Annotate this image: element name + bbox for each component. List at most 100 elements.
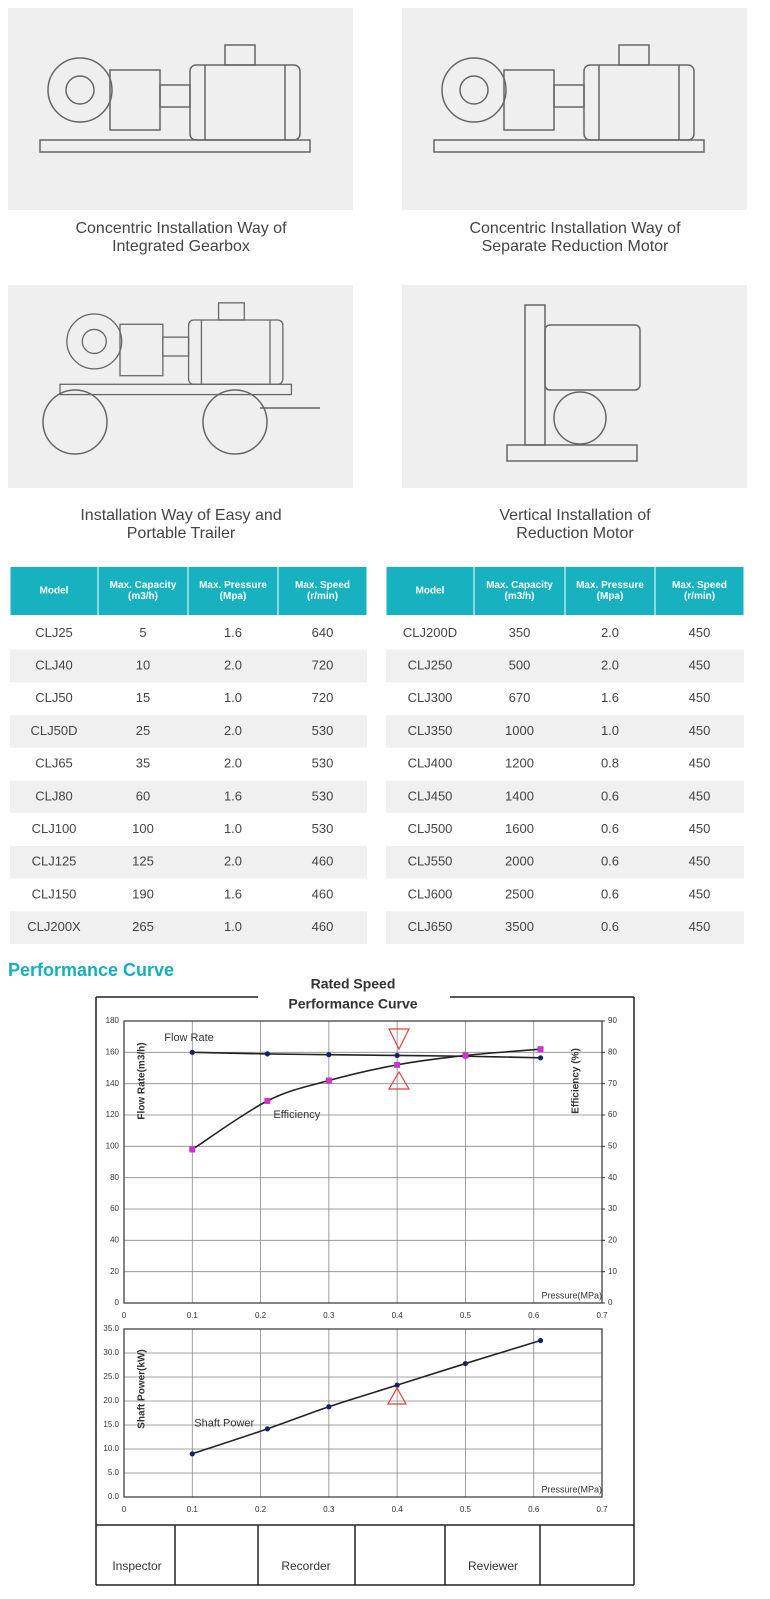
caption: Integrated Gearbox	[112, 238, 250, 255]
x-tick-label: 0.2	[255, 1505, 267, 1514]
marker	[386, 1386, 408, 1405]
table-cell: 265	[132, 919, 154, 934]
y-tick-label: 30.0	[103, 1348, 119, 1357]
installation-images	[8, 8, 747, 488]
y2-axis-label: Efficiency (%)	[571, 1048, 582, 1114]
y-axis-label: Shaft Power(kW)	[137, 1349, 148, 1428]
header-text: Max. Speed	[672, 580, 727, 591]
table-cell: 640	[312, 625, 334, 640]
table-row	[386, 878, 744, 912]
table-cell: 450	[689, 919, 711, 934]
table-cell: CLJ50	[35, 690, 73, 705]
x-axis-label: Pressure(MPa)	[541, 1290, 602, 1300]
table-cell: 1.6	[224, 886, 242, 901]
table-cell: 2500	[505, 886, 534, 901]
table-cell: CLJ300	[408, 690, 453, 705]
series-label: Efficiency	[273, 1109, 320, 1121]
table-cell: 450	[689, 886, 711, 901]
x-tick-label: 0.6	[528, 1311, 540, 1320]
table-cell: CLJ40	[35, 657, 73, 672]
y-tick-label: 10.0	[103, 1444, 119, 1453]
y-tick-label: 120	[106, 1110, 120, 1119]
spec-tables: Model Max. Capacity(m3/h)Max. Pressure(Mp…	[10, 567, 744, 944]
table-cell: 1.0	[224, 919, 242, 934]
table-cell: 460	[312, 886, 334, 901]
y2-tick-label: 20	[608, 1235, 617, 1244]
point	[264, 1097, 271, 1104]
wheel	[202, 389, 268, 455]
table-cell: 0.6	[601, 919, 619, 934]
table-row	[386, 617, 744, 650]
table-cell: 530	[312, 821, 334, 836]
caption: Installation Way of Easy and	[80, 507, 281, 524]
table-cell: 450	[689, 756, 711, 771]
table-cell: 0.6	[601, 854, 619, 869]
y-tick-label: 80	[110, 1173, 119, 1182]
drawing	[506, 444, 638, 462]
table-cell: 2.0	[224, 854, 242, 869]
point	[189, 1146, 196, 1153]
y-tick-label: 180	[106, 1016, 120, 1025]
table-cell: 100	[132, 821, 154, 836]
point	[326, 1052, 332, 1058]
table-cell: 450	[689, 788, 711, 803]
series-label: Shaft Power	[194, 1418, 254, 1430]
caption: Reduction Motor	[516, 525, 634, 542]
table-cell: 500	[509, 657, 531, 672]
image	[402, 8, 747, 210]
x-tick-label: 0.5	[460, 1505, 472, 1514]
header-text: (r/min)	[684, 591, 715, 602]
series-line	[191, 1048, 541, 1151]
x-axis-label: Pressure(MPa)	[541, 1484, 602, 1494]
table-cell: CLJ200D	[403, 625, 457, 640]
table-cell: 2.0	[601, 625, 619, 640]
y-tick-label: 0.0	[108, 1492, 120, 1501]
y2-tick-label: 60	[608, 1110, 617, 1119]
y2-tick-label: 30	[608, 1204, 617, 1213]
table-cell: 1.0	[601, 723, 619, 738]
table-cell: 1200	[505, 756, 534, 771]
point	[394, 1052, 400, 1059]
y-tick-label: 15.0	[103, 1420, 119, 1429]
header-text: (Mpa)	[220, 591, 247, 602]
header-cell	[655, 567, 744, 615]
table-cell: 1400	[505, 788, 534, 803]
section-title: Performance Curve	[8, 960, 174, 980]
image	[402, 285, 747, 488]
table-cell: 450	[689, 625, 711, 640]
table-cell: 125	[132, 854, 154, 869]
y-tick-label: 20	[110, 1267, 119, 1276]
table-cell: 1600	[505, 821, 534, 836]
table-cell: CLJ350	[408, 723, 453, 738]
header-text: Max. Capacity	[110, 580, 177, 591]
table-cell: 3500	[505, 919, 534, 934]
table-cell: CLJ650	[408, 919, 453, 934]
point	[189, 1049, 195, 1055]
series-line	[192, 1051, 541, 1059]
header-cell	[386, 567, 474, 615]
table-row	[10, 715, 367, 748]
caption: Separate Reduction Motor	[482, 238, 669, 255]
caption: Portable Trailer	[127, 525, 236, 542]
y2-tick-label: 10	[608, 1267, 617, 1276]
table-cell: 0.6	[601, 821, 619, 836]
table-row	[10, 845, 367, 879]
x-tick-label: 0.5	[460, 1311, 472, 1320]
header-cell	[278, 567, 367, 615]
point	[537, 1046, 544, 1053]
table-row	[10, 649, 367, 683]
image	[8, 285, 353, 488]
table-row	[386, 813, 744, 846]
y-tick-label: 25.0	[103, 1372, 119, 1381]
table-cell: CLJ100	[32, 821, 77, 836]
header-cell	[474, 567, 565, 615]
table-cell: 1.6	[224, 788, 242, 803]
x-tick-label: 0.2	[255, 1311, 267, 1320]
table-cell: 2.0	[601, 657, 619, 672]
table-cell: CLJ200X	[27, 919, 81, 934]
y-tick-label: 100	[106, 1141, 120, 1150]
table-row	[386, 715, 744, 748]
footer-label: Recorder	[281, 1559, 330, 1573]
marker	[388, 1028, 410, 1051]
x-tick-label: 0	[122, 1505, 127, 1514]
